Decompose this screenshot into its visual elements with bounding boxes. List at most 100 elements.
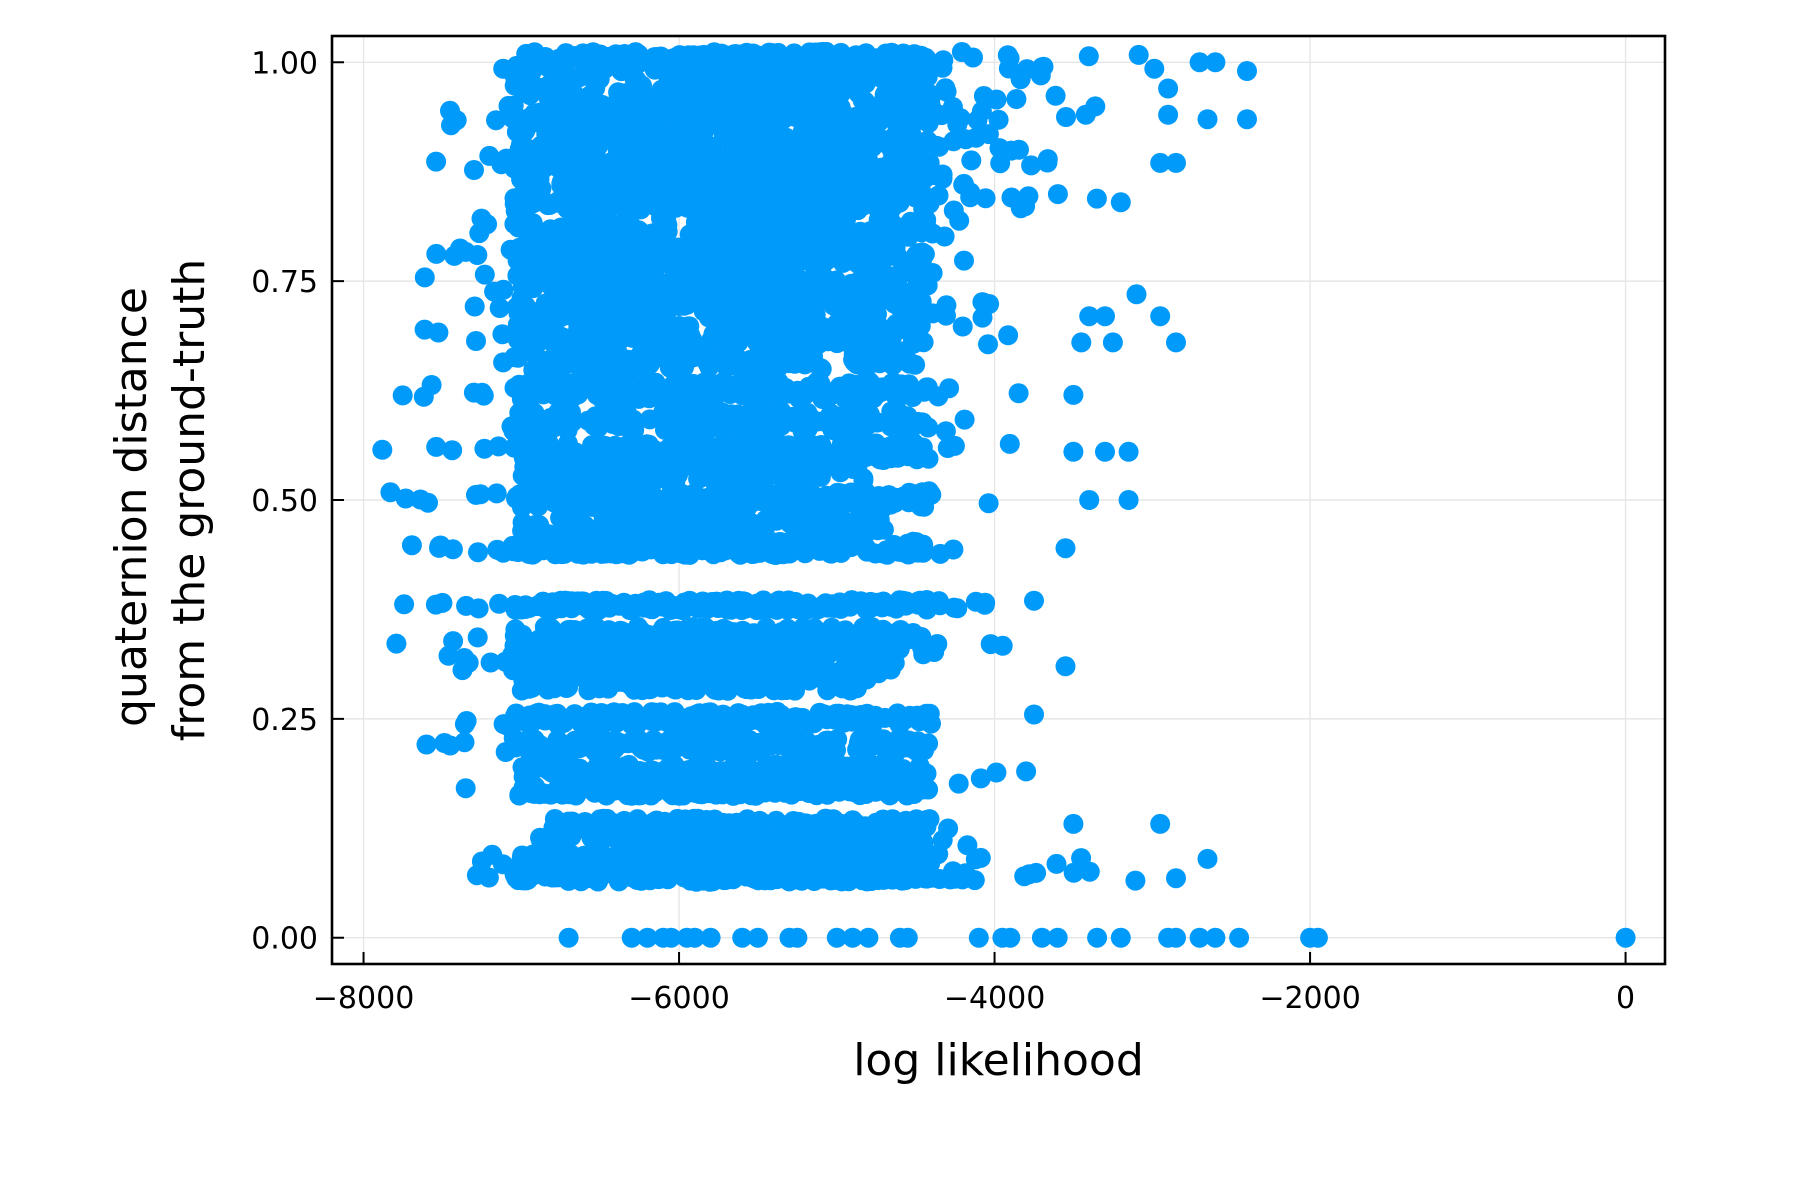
- data-point: [836, 378, 857, 399]
- data-point: [821, 403, 842, 424]
- data-point: [756, 344, 777, 365]
- data-point: [559, 149, 580, 170]
- data-point: [829, 127, 850, 147]
- data-point: [750, 297, 771, 318]
- data-point: [533, 591, 553, 612]
- data-point: [1030, 65, 1051, 86]
- data-point: [856, 669, 877, 690]
- data-point: [418, 492, 438, 513]
- data-point: [617, 191, 638, 212]
- data-point: [565, 482, 586, 502]
- data-point: [572, 121, 593, 142]
- data-point: [694, 409, 715, 430]
- data-point: [1128, 44, 1149, 65]
- data-point: [705, 532, 726, 553]
- data-point: [574, 454, 595, 475]
- data-point: [589, 678, 610, 699]
- data-point: [871, 188, 891, 209]
- data-point: [937, 438, 958, 458]
- data-point: [951, 42, 972, 62]
- data-point: [606, 544, 627, 565]
- data-point: [649, 595, 670, 616]
- data-point: [749, 542, 770, 563]
- data-point: [638, 372, 659, 393]
- data-point: [585, 78, 606, 98]
- data-point: [660, 673, 681, 694]
- data-point: [918, 113, 939, 134]
- data-point: [1037, 149, 1058, 170]
- data-point: [657, 340, 678, 361]
- data-point: [999, 433, 1020, 454]
- data-point: [885, 378, 906, 399]
- data-point: [432, 592, 453, 613]
- data-point: [691, 632, 712, 653]
- data-point: [602, 288, 623, 309]
- data-point: [392, 385, 413, 406]
- data-point: [547, 290, 568, 311]
- data-point: [903, 144, 924, 165]
- data-point: [691, 183, 712, 204]
- data-point: [604, 459, 625, 480]
- data-point: [636, 238, 657, 259]
- data-point: [975, 188, 996, 209]
- data-point: [626, 594, 647, 615]
- data-point: [992, 635, 1013, 656]
- data-point: [1015, 196, 1036, 217]
- data-point: [749, 208, 770, 229]
- data-point: [726, 455, 747, 476]
- data-point: [932, 168, 953, 189]
- data-point: [930, 543, 951, 564]
- data-point: [513, 237, 534, 258]
- data-point: [506, 297, 527, 318]
- data-point: [954, 409, 975, 430]
- data-point: [629, 487, 650, 507]
- data-point: [515, 165, 536, 186]
- data-point: [628, 44, 649, 65]
- data-point: [813, 512, 834, 533]
- data-point: [817, 680, 838, 701]
- data-point: [734, 372, 755, 393]
- data-point: [881, 401, 902, 422]
- data-point: [550, 97, 570, 118]
- data-point: [696, 102, 717, 123]
- data-point: [960, 187, 981, 208]
- data-point: [513, 339, 534, 360]
- data-point: [613, 237, 634, 258]
- data-point: [522, 669, 543, 690]
- data-point: [466, 331, 486, 351]
- data-point: [677, 506, 698, 526]
- data-point: [773, 384, 794, 404]
- data-point: [631, 532, 652, 553]
- data-point: [588, 378, 609, 399]
- data-point: [609, 316, 630, 337]
- data-point: [815, 212, 836, 233]
- data-point: [810, 374, 831, 395]
- data-point: [713, 125, 734, 146]
- data-point: [691, 213, 712, 234]
- data-point: [656, 317, 677, 338]
- data-point: [847, 354, 867, 375]
- data-point: [536, 319, 556, 340]
- data-point: [1078, 46, 1099, 67]
- data-point: [869, 510, 890, 530]
- data-point: [442, 440, 463, 461]
- data-point: [899, 291, 920, 312]
- data-point: [525, 77, 546, 98]
- data-point: [515, 121, 536, 142]
- data-point: [714, 243, 734, 263]
- data-point: [429, 537, 449, 558]
- data-point: [663, 381, 684, 402]
- data-point: [426, 151, 447, 172]
- data-point: [682, 66, 703, 87]
- data-point: [705, 295, 726, 316]
- data-point: [845, 144, 866, 165]
- data-point: [515, 595, 536, 616]
- data-point: [978, 124, 999, 145]
- data-point: [856, 538, 877, 559]
- data-point: [786, 411, 807, 432]
- data-point: [598, 214, 619, 235]
- data-point: [464, 160, 484, 180]
- data-point: [561, 402, 581, 423]
- data-point: [372, 439, 393, 460]
- data-point: [761, 437, 782, 458]
